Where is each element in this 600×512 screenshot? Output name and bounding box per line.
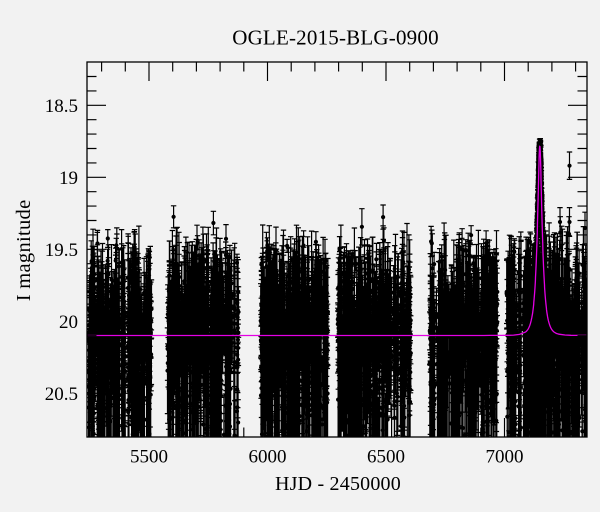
svg-text:20.5: 20.5 — [45, 384, 78, 405]
svg-text:6500: 6500 — [367, 447, 405, 468]
svg-text:I magnitude: I magnitude — [13, 200, 35, 302]
svg-text:19.5: 19.5 — [45, 240, 78, 261]
svg-text:5500: 5500 — [130, 447, 168, 468]
svg-text:HJD - 2450000: HJD - 2450000 — [275, 473, 401, 495]
svg-text:19: 19 — [59, 168, 78, 189]
svg-text:7000: 7000 — [486, 447, 524, 468]
svg-text:OGLE-2015-BLG-0900: OGLE-2015-BLG-0900 — [232, 26, 439, 50]
svg-text:6000: 6000 — [249, 447, 287, 468]
svg-text:18.5: 18.5 — [45, 96, 78, 117]
svg-text:20: 20 — [59, 312, 78, 333]
